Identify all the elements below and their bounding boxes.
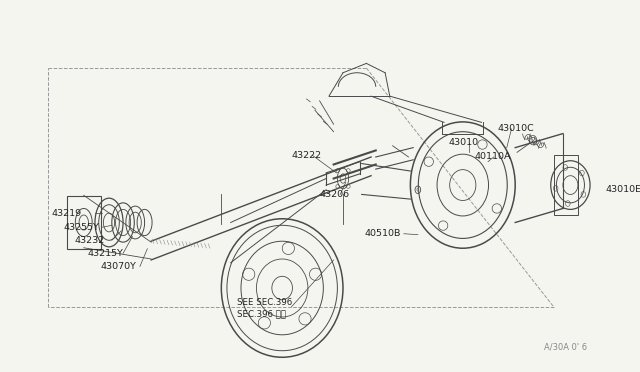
- Text: 43232: 43232: [74, 236, 104, 245]
- Text: 43215Y: 43215Y: [88, 249, 124, 258]
- Text: 43010C: 43010C: [497, 124, 534, 134]
- Text: 40110A: 40110A: [475, 153, 511, 161]
- Bar: [67, 196, 100, 249]
- Text: 43010E: 43010E: [605, 185, 640, 194]
- Bar: [554, 155, 578, 215]
- Text: 43219: 43219: [52, 209, 82, 218]
- Text: 43255Y: 43255Y: [63, 223, 99, 232]
- Text: A/30A 0' 6: A/30A 0' 6: [544, 343, 588, 352]
- Text: 40510B: 40510B: [365, 229, 401, 238]
- Text: 43070Y: 43070Y: [100, 262, 136, 271]
- Text: SEC.396 参照: SEC.396 参照: [237, 310, 286, 319]
- Text: 43222: 43222: [291, 151, 322, 160]
- Text: SEE SEC.396: SEE SEC.396: [237, 298, 292, 307]
- Text: 43206: 43206: [319, 190, 349, 199]
- Text: 43010: 43010: [449, 138, 479, 147]
